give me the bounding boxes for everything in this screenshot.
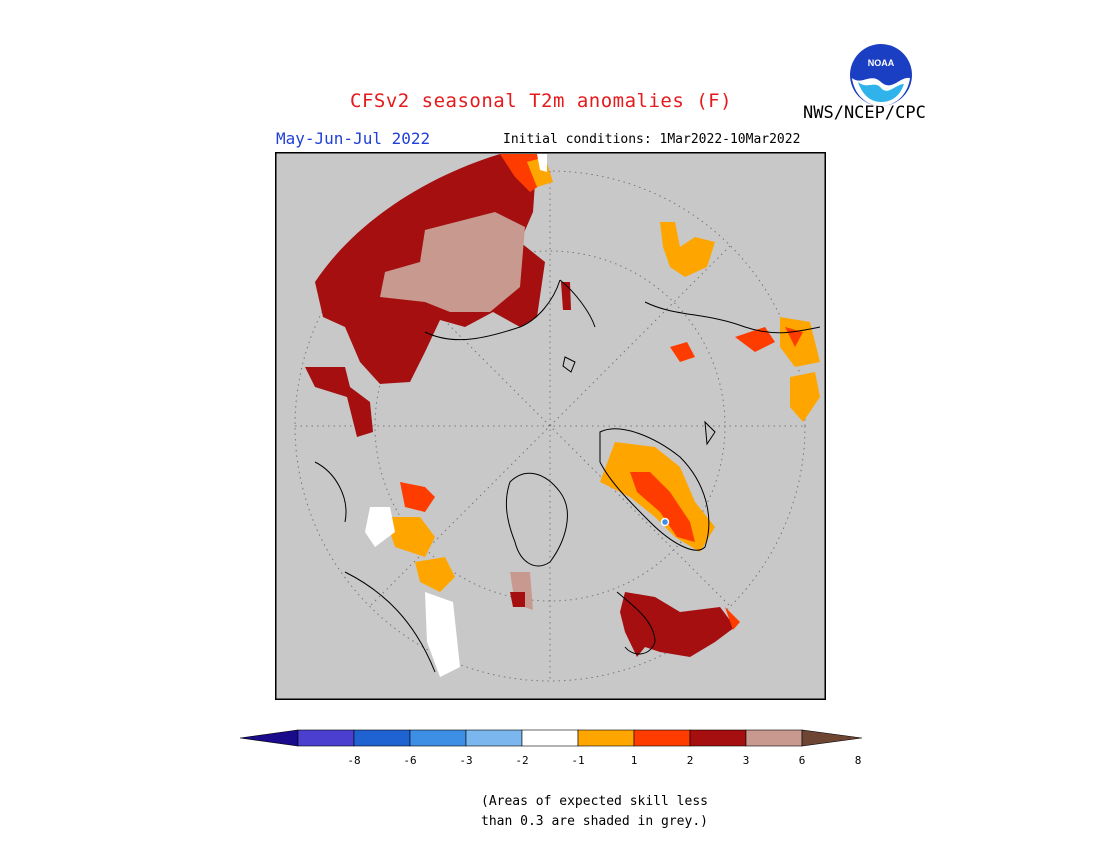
colorbar-bin: [297, 729, 355, 747]
anomaly-region-east-asia: [365, 482, 460, 677]
map-frame: [275, 152, 826, 700]
colorbar-bin: [577, 729, 635, 747]
colorbar-tick-label: 8: [854, 754, 862, 767]
colorbar-tick-label: 3: [742, 754, 750, 767]
anomaly-region-europe: [510, 572, 740, 657]
colorbar-tick-label: -3: [459, 754, 473, 767]
colorbar-bin: [521, 729, 579, 747]
agency-label: NWS/NCEP/CPC: [803, 103, 926, 123]
colorbar-tick-label: -8: [347, 754, 361, 767]
colorbar-tick-label: -6: [403, 754, 417, 767]
colorbar-bin: [745, 729, 803, 747]
colorbar-bin: [465, 729, 523, 747]
initial-conditions-label: Initial conditions: 1Mar2022-10Mar2022: [503, 132, 801, 147]
colorbar-tick-label: -1: [571, 754, 585, 767]
logo-text: NOAA: [868, 58, 895, 68]
anomaly-region-greenland: [600, 442, 715, 552]
season-label: May-Jun-Jul 2022: [276, 129, 431, 148]
colorbar-bin: [353, 729, 411, 747]
colorbar-tick-label: -2: [515, 754, 529, 767]
colorbar-bin: [633, 729, 691, 747]
anomaly-map: [275, 152, 826, 700]
colorbar-bin: [689, 729, 747, 747]
colorbar-tick-label: 1: [630, 754, 638, 767]
noaa-logo-icon: NOAA: [850, 44, 912, 106]
skill-note-line-2: than 0.3 are shaded in grey.): [481, 814, 708, 829]
map-title: CFSv2 seasonal T2m anomalies (F): [350, 90, 733, 112]
skill-note-line-1: (Areas of expected skill less: [481, 794, 708, 809]
colorbar-tick-label: 2: [686, 754, 694, 767]
anomaly-region-north-america: [660, 222, 820, 422]
colorbar-arrow-high: [801, 729, 862, 747]
colorbar-bin: [409, 729, 467, 747]
anomaly-region-eurasia: [305, 154, 571, 437]
colorbar-tick-label: 6: [798, 754, 806, 767]
colorbar: [239, 729, 862, 747]
coastlines: [314, 279, 821, 673]
skill-note: (Areas of expected skill less than 0.3 a…: [481, 792, 708, 832]
colorbar-arrow-low: [239, 729, 299, 747]
